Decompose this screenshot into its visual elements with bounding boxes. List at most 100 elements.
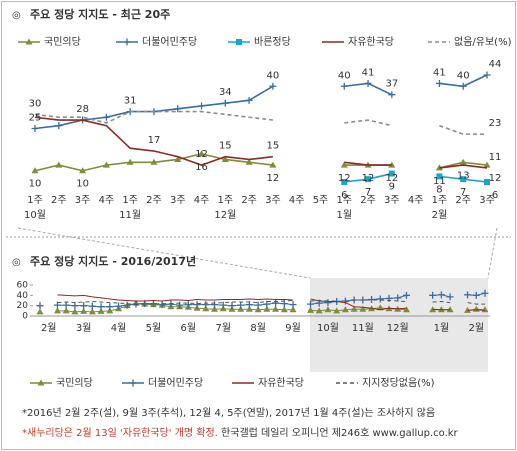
y-tick-label: 60	[17, 281, 29, 291]
marker	[228, 302, 236, 310]
data-label: 12	[489, 173, 502, 184]
marker	[106, 307, 114, 314]
marker	[341, 306, 349, 313]
x-tick-label: 3월	[76, 322, 92, 334]
marker	[483, 71, 491, 79]
data-label: 6	[341, 190, 347, 201]
marker	[341, 179, 348, 185]
marker	[80, 307, 88, 314]
x-tick-label: 5월	[146, 322, 162, 334]
x-month-label: 11월	[119, 209, 141, 221]
marker	[174, 155, 182, 162]
data-label: 12	[267, 173, 280, 184]
legend-label: 없음/유보(%)	[454, 35, 512, 48]
marker	[437, 291, 445, 299]
marker	[36, 308, 44, 315]
series-line	[34, 116, 273, 166]
marker	[245, 158, 253, 165]
marker	[436, 173, 443, 180]
marker	[464, 291, 472, 299]
marker	[324, 299, 332, 307]
marker	[269, 161, 277, 168]
marker	[31, 167, 39, 174]
marker	[333, 307, 341, 314]
data-label: 41	[362, 67, 375, 78]
data-label: 12	[338, 173, 351, 184]
data-label: 7	[460, 187, 466, 198]
marker	[289, 306, 297, 313]
x-tick-label: 1주	[122, 195, 138, 206]
marker	[306, 306, 314, 313]
x-tick-label: 2주	[241, 195, 257, 206]
legend-label: 국민의당	[44, 36, 81, 48]
series-line	[57, 300, 294, 306]
marker	[324, 306, 332, 313]
marker	[460, 176, 467, 183]
marker	[71, 302, 79, 310]
x-tick-label: 2주	[360, 195, 376, 206]
marker	[221, 99, 229, 107]
marker	[280, 306, 288, 313]
marker	[55, 122, 63, 130]
marker	[62, 301, 70, 309]
zoom-line	[487, 227, 498, 279]
marker	[272, 305, 280, 312]
data-label: 12	[362, 173, 375, 184]
legend-label: 더불어민주당	[142, 36, 197, 48]
marker	[289, 301, 297, 309]
footnote-red: *새누리당은 2월 13일 '자유한국당' 개명 확정.	[22, 428, 218, 439]
series-line	[467, 309, 486, 311]
chart-title: 주요 정당 지지도 - 2016/2017년	[30, 254, 196, 268]
data-label: 9	[389, 182, 395, 193]
marker	[394, 294, 402, 302]
series-line	[344, 119, 393, 127]
marker	[123, 38, 131, 46]
x-tick-label: 4주	[194, 195, 210, 206]
marker	[36, 302, 44, 310]
marker	[174, 105, 182, 113]
marker	[365, 176, 372, 183]
marker	[132, 300, 140, 308]
series-line	[467, 302, 485, 305]
marker	[219, 301, 227, 309]
marker	[350, 305, 358, 312]
data-label: 40	[267, 70, 280, 81]
legend-label: 자유한국당	[258, 377, 304, 389]
marker	[37, 379, 45, 386]
chart-title: 주요 정당 지지도 - 최근 20주	[30, 7, 170, 21]
marker	[481, 289, 489, 297]
data-label: 15	[219, 141, 232, 152]
marker	[481, 306, 489, 313]
x-tick-label: 11월	[352, 322, 374, 334]
marker	[88, 308, 96, 315]
x-tick-label: 3주	[265, 195, 281, 206]
marker	[263, 305, 271, 312]
data-label: 10	[76, 179, 89, 190]
x-month-label: 1월	[336, 209, 352, 221]
marker	[402, 291, 410, 299]
y-tick-label: 0	[22, 312, 28, 322]
x-tick-label: 3주	[75, 195, 91, 206]
marker	[158, 301, 166, 309]
marker	[71, 308, 79, 315]
data-label: 13	[457, 170, 470, 181]
x-tick-label: 2월	[41, 322, 57, 334]
icon: ◎	[12, 10, 21, 21]
marker	[123, 301, 131, 309]
footnote: *2016년 2월 2주(설), 9월 3주(추석), 12월 4, 5주(연말…	[22, 408, 436, 419]
marker	[129, 379, 137, 387]
y-tick-label: 40	[17, 291, 29, 301]
series-line	[432, 308, 451, 311]
marker	[237, 305, 245, 312]
marker	[25, 38, 33, 45]
marker	[364, 79, 372, 87]
marker	[150, 158, 158, 165]
legend-label: 더불어민주당	[148, 377, 203, 389]
zoom-line	[17, 227, 311, 279]
data-label: 10	[29, 179, 42, 190]
x-tick-label: 10월	[317, 322, 339, 334]
marker	[88, 302, 96, 310]
